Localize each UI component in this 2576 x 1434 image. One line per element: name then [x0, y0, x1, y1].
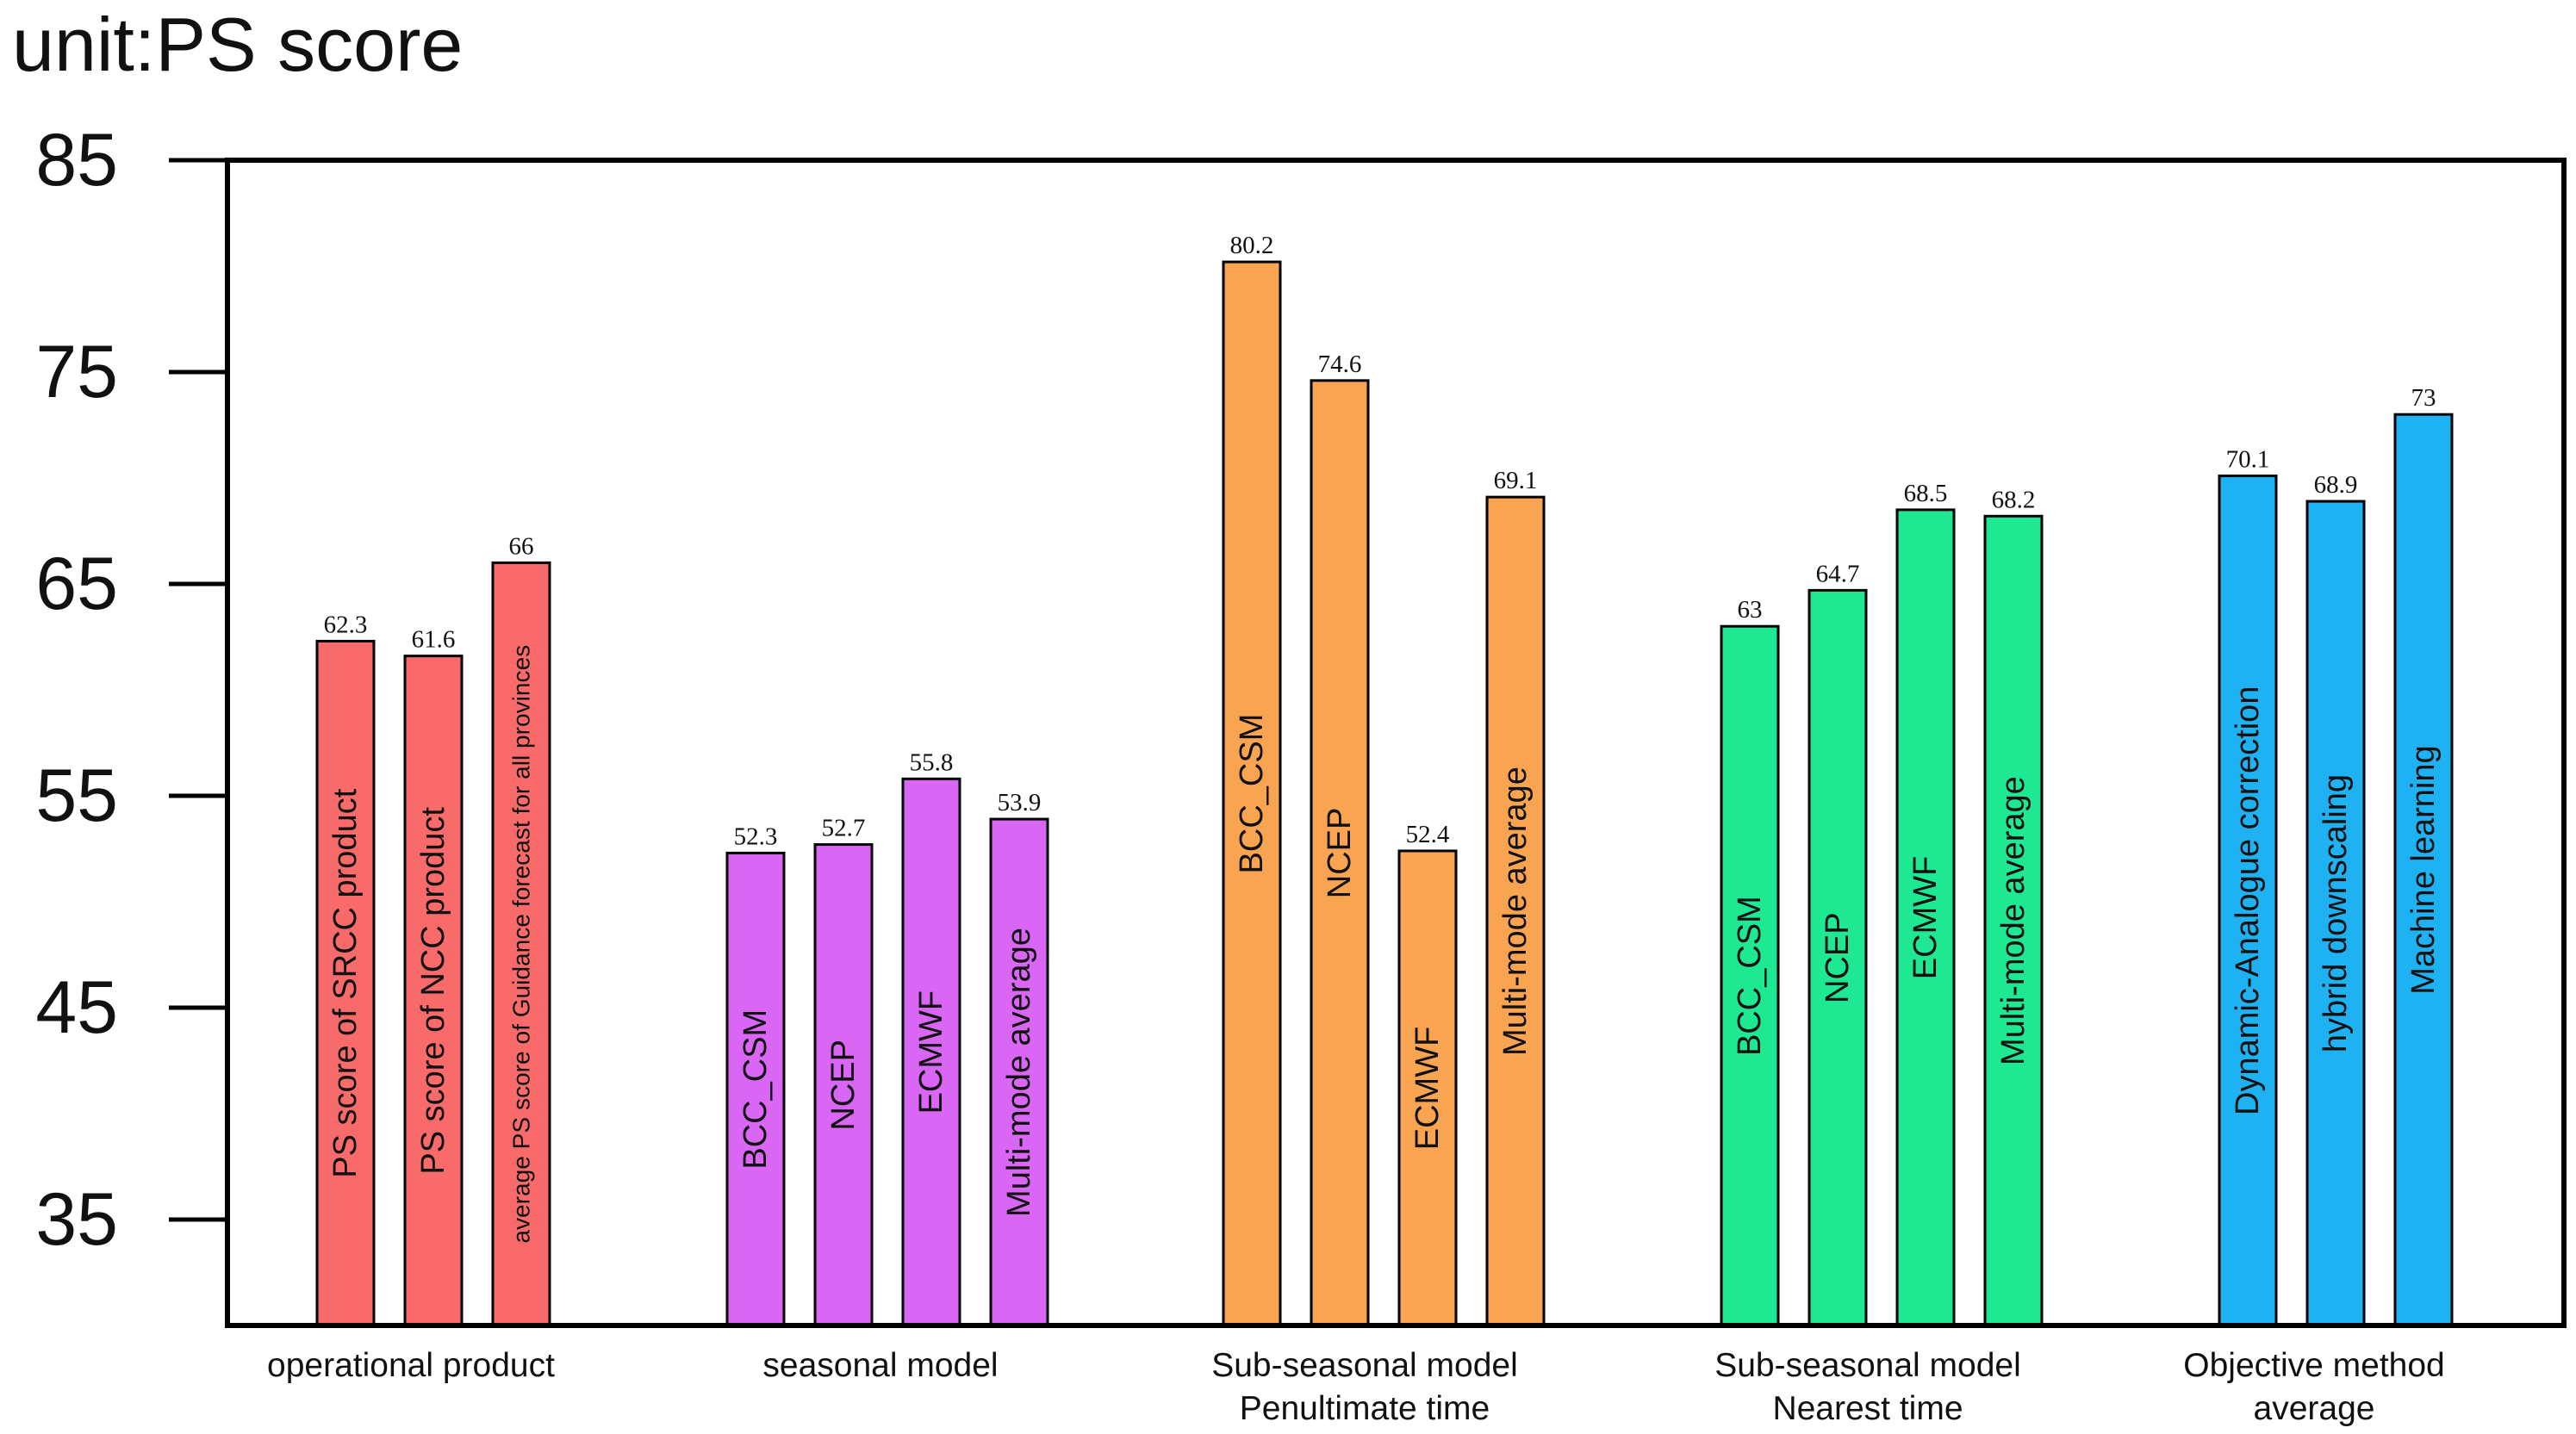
bar-value-label: 68.9 [2314, 471, 2358, 499]
bar [2218, 475, 2278, 1327]
group-label: average [2254, 1390, 2375, 1427]
bar [491, 561, 551, 1327]
bar-category-label: Multi-mode average [1497, 767, 1534, 1056]
group-label: Penultimate time [1240, 1390, 1490, 1427]
bar-group: 80.2 BCC_CSM 74.6 NCEP 52.4 ECMWF 69.1 Multi-mo… [1222, 232, 1546, 1327]
group-label: Objective method [2183, 1347, 2445, 1384]
bar-value-label: 69.1 [1494, 467, 1538, 494]
bar-value-label: 80.2 [1230, 232, 1274, 259]
bar-category-label: NCEP [1322, 808, 1358, 899]
y-tick-label: 35 [35, 1178, 118, 1261]
bar-value-label: 73 [2411, 384, 2436, 412]
bars-layer: 62.3 PS score of SRCC product 61.6 PS score… [315, 232, 2454, 1327]
bar-category-label: ECMWF [1907, 856, 1944, 980]
bar [1720, 624, 1780, 1327]
bar-category-label: PS score of NCC product [415, 807, 451, 1175]
bar-category-label: NCEP [825, 1040, 862, 1131]
y-tick-label: 75 [35, 331, 118, 413]
bar-value-label: 64.7 [1816, 560, 1860, 587]
bar-value-label: 52.4 [1406, 821, 1450, 848]
bar-value-label: 74.6 [1318, 351, 1362, 378]
bar [989, 817, 1049, 1327]
bar-category-label: NCEP [1820, 912, 1856, 1003]
bar-value-label: 68.5 [1904, 480, 1948, 507]
bar-value-label: 70.1 [2226, 446, 2270, 474]
bar [1895, 508, 1956, 1327]
bar [1808, 588, 1868, 1327]
bar-value-label: 62.3 [324, 611, 368, 638]
bar-group: 62.3 PS score of SRCC product 61.6 PS score… [315, 532, 551, 1327]
group-label: Nearest time [1772, 1390, 1963, 1427]
bar-value-label: 63 [1738, 596, 1763, 624]
bar-category-label: Multi-mode average [1995, 776, 2032, 1065]
bar [1485, 495, 1546, 1327]
bar [403, 655, 464, 1327]
plot-frame [225, 158, 2567, 1328]
bar-value-label: 68.2 [1992, 486, 2036, 513]
y-axis: 35 45 55 65 75 85 [35, 119, 227, 1261]
bar-value-label: 61.6 [412, 626, 456, 654]
bar-group: 63 BCC_CSM 64.7 NCEP 68.5 ECMWF 68.2 Multi-mode… [1720, 480, 2044, 1327]
bar-group: 52.3 BCC_CSM 52.7 NCEP 55.8 ECMWF 53.9 Multi-mo… [725, 748, 1049, 1327]
bar [813, 843, 874, 1327]
group-label: operational product [267, 1347, 555, 1384]
y-tick-label: 65 [35, 543, 118, 625]
bar-value-label: 53.9 [998, 789, 1042, 816]
group-label: Sub-seasonal model [1211, 1347, 1518, 1384]
bar [2393, 413, 2454, 1327]
bar-category-label: Machine learning [2405, 745, 2442, 994]
y-tick-label: 85 [35, 119, 118, 202]
group-label: seasonal model [762, 1347, 998, 1384]
bar-category-label: Multi-mode average [1001, 928, 1037, 1217]
bar-category-label: BCC_CSM [1234, 714, 1270, 874]
bar-category-label: ECMWF [913, 990, 949, 1114]
bar-category-label: average PS score of Guidance forecast fo… [508, 645, 535, 1244]
bar-value-label: 52.7 [822, 815, 866, 842]
bar-category-label: ECMWF [1409, 1027, 1446, 1151]
bar [1222, 260, 1282, 1327]
bar-group: 70.1 Dynamic-Analogue correction 68.9 hybri… [2218, 384, 2454, 1327]
bar-category-label: BCC_CSM [1732, 896, 1768, 1056]
y-tick-label: 55 [35, 754, 118, 837]
bar-value-label: 52.3 [734, 823, 778, 850]
unit-label: unit:PS score [12, 2, 463, 87]
bar-value-label: 55.8 [910, 748, 954, 776]
bar-category-label: PS score of SRCC product [327, 788, 364, 1177]
bar [2305, 500, 2366, 1327]
bar-value-label: 66 [509, 532, 534, 560]
bar [1983, 514, 2044, 1327]
bar-category-label: Dynamic-Analogue correction [2230, 686, 2266, 1115]
bar-category-label: BCC_CSM [737, 1009, 774, 1170]
group-label: Sub-seasonal model [1714, 1347, 2021, 1384]
bar-category-label: hybrid downscaling [2318, 774, 2354, 1052]
bar [1397, 849, 1458, 1327]
y-tick-label: 45 [35, 966, 118, 1049]
bar [901, 777, 961, 1327]
group-labels: operational product seasonal model Sub-sea… [267, 1347, 2445, 1427]
